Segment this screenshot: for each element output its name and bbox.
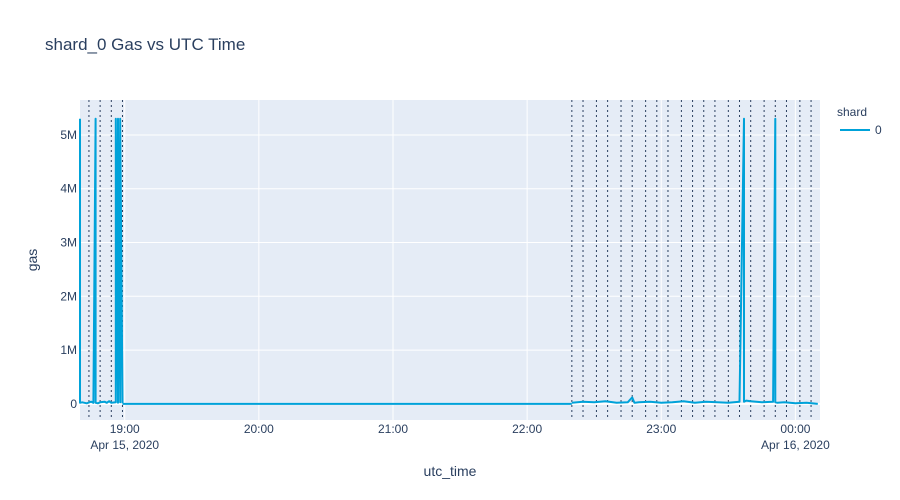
x-tick-sublabel-0: Apr 15, 2020 <box>90 438 159 452</box>
x-tick-label-4: 23:00 <box>646 422 676 436</box>
y-tick-label-1: 1M <box>60 343 77 357</box>
x-axis: 19:00 Apr 15, 2020 20:00 21:00 22:00 23:00 00:… <box>90 422 830 452</box>
legend-item-0[interactable]: 0 <box>875 123 882 137</box>
series-0-line-segment-0 <box>79 117 124 405</box>
y-tick-label-5: 5M <box>60 128 77 142</box>
x-tick-label-3: 22:00 <box>512 422 542 436</box>
x-tick-label-2: 21:00 <box>378 422 408 436</box>
x-tick-label-1: 20:00 <box>244 422 274 436</box>
y-axis: 0 1M 2M 3M 4M 5M <box>60 128 77 411</box>
x-tick-label-5: 00:00 <box>780 422 810 436</box>
x-tick-label-0: 19:00 <box>110 422 140 436</box>
y-tick-label-3: 3M <box>60 236 77 250</box>
y-tick-label-2: 2M <box>60 289 77 303</box>
series-layer <box>79 117 818 405</box>
legend[interactable]: shard 0 <box>837 105 882 137</box>
x-axis-title: utc_time <box>424 463 477 479</box>
x-tick-sublabel-5: Apr 16, 2020 <box>761 438 830 452</box>
series-0-line-segment-2 <box>571 117 818 405</box>
y-axis-title: gas <box>24 249 40 272</box>
grid <box>80 100 820 420</box>
plot-area[interactable] <box>80 100 820 420</box>
y-tick-label-4: 4M <box>60 182 77 196</box>
chart-title: shard_0 Gas vs UTC Time <box>45 35 245 54</box>
y-tick-label-0: 0 <box>70 397 77 411</box>
legend-title: shard <box>837 105 867 119</box>
